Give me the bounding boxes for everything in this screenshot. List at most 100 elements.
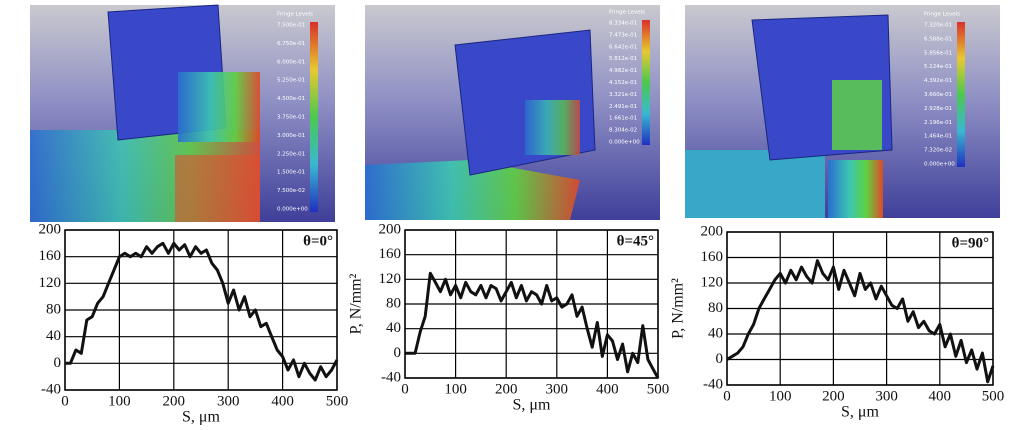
colorbar xyxy=(957,22,965,167)
simulation-image-1 xyxy=(30,4,335,222)
colorbar-level: 0.000e+00 xyxy=(277,207,308,213)
colorbar-level: 6.588e-01 xyxy=(924,36,952,42)
data-line xyxy=(405,271,660,379)
simulation-image-2 xyxy=(365,5,660,220)
x-axis-label: S, μm xyxy=(182,409,220,426)
colorbar-level: 8.334e-01 xyxy=(609,21,637,27)
x-tick-label: 0 xyxy=(723,388,731,404)
colorbar-level: 5.250e-01 xyxy=(277,78,305,84)
colorbar-level: 4.152e-01 xyxy=(609,80,637,86)
annotation: θ=90° xyxy=(952,235,989,251)
x-tick-label: 300 xyxy=(546,381,569,397)
y-tick-label: 40 xyxy=(46,328,61,344)
colorbar-level: 5.124e-01 xyxy=(924,64,952,70)
colorbar-level: 1.464e-01 xyxy=(924,134,952,140)
x-tick-label: 400 xyxy=(596,381,619,397)
x-axis-label: S, μm xyxy=(841,404,879,421)
x-tick-label: 100 xyxy=(108,393,131,409)
x-tick-label: 500 xyxy=(647,381,670,397)
x-tick-label: 500 xyxy=(326,393,349,409)
colorbar-level: 4.982e-01 xyxy=(609,68,637,74)
colorbar-title: Fringe Levels xyxy=(277,12,313,18)
colorbar-title: Fringe Levels xyxy=(609,10,645,16)
y-tick-label: 0 xyxy=(54,355,62,371)
x-tick-label: 200 xyxy=(822,388,845,404)
colorbar-level: 6.642e-01 xyxy=(609,44,637,50)
x-tick-label: 400 xyxy=(271,393,294,409)
colorbar-level: 2.250e-01 xyxy=(277,151,305,157)
data-line xyxy=(726,259,995,384)
colorbar-level: 6.750e-01 xyxy=(277,41,305,47)
simulation-image-3 xyxy=(685,5,1000,218)
annotation-box xyxy=(300,232,336,251)
data-line xyxy=(65,241,339,382)
x-tick-label: 200 xyxy=(163,393,186,409)
y-tick-label: 40 xyxy=(708,325,723,341)
colorbar-level: 4.392e-01 xyxy=(924,78,952,84)
y-tick-label: 80 xyxy=(46,301,61,317)
colorbar-level: 0.000e+00 xyxy=(609,140,640,146)
x-tick-label: 100 xyxy=(444,381,467,397)
y-tick-label: 80 xyxy=(708,300,723,316)
annotation-box xyxy=(613,232,657,251)
x-tick-label: 500 xyxy=(982,388,1005,404)
colorbar-level: 4.500e-01 xyxy=(277,96,305,102)
colorbar-level: 3.321e-01 xyxy=(609,92,637,98)
y-tick-label: 200 xyxy=(701,223,724,239)
x-tick-label: 100 xyxy=(769,388,792,404)
colorbar-level: 1.500e-01 xyxy=(277,170,305,176)
y-tick-label: 0 xyxy=(394,345,402,361)
plot-frame xyxy=(404,229,659,379)
colorbar-title: Fringe Levels xyxy=(924,12,960,18)
y-axis-label: P, N/mm² xyxy=(670,278,687,339)
x-tick-label: 0 xyxy=(61,393,69,409)
y-tick-label: 120 xyxy=(701,274,724,290)
colorbar xyxy=(642,20,650,145)
y-tick-label: -40 xyxy=(381,369,401,385)
colorbar-level: 7.320e-01 xyxy=(924,23,952,29)
y-tick-label: 40 xyxy=(386,320,401,336)
x-tick-label: 400 xyxy=(929,388,952,404)
colorbar-level: 1.661e-01 xyxy=(609,116,637,122)
colorbar-level: 8.304e-02 xyxy=(609,128,637,134)
annotation: θ=0° xyxy=(303,233,333,249)
y-tick-label: 80 xyxy=(386,295,401,311)
y-tick-label: 200 xyxy=(39,221,62,237)
annotation-box xyxy=(948,234,992,253)
x-tick-label: 300 xyxy=(217,393,240,409)
x-tick-label: 300 xyxy=(875,388,898,404)
annotation: θ=45° xyxy=(617,233,654,249)
y-tick-label: 160 xyxy=(379,246,402,262)
y-tick-label: 160 xyxy=(701,249,724,265)
colorbar-level: 2.491e-01 xyxy=(609,104,637,110)
x-tick-label: 200 xyxy=(495,381,518,397)
x-tick-label: 0 xyxy=(401,381,409,397)
colorbar-level: 7.500e-01 xyxy=(277,23,305,29)
colorbar-level: 7.320e-02 xyxy=(924,148,952,154)
y-tick-label: 0 xyxy=(716,351,724,367)
colorbar-level: 7.500e-02 xyxy=(277,188,305,194)
colorbar-level: 2.196e-01 xyxy=(924,120,952,126)
colorbar-level: 5.812e-01 xyxy=(609,56,637,62)
colorbar-level: 3.660e-01 xyxy=(924,92,952,98)
colorbar-level: 5.856e-01 xyxy=(924,50,952,56)
y-tick-label: 200 xyxy=(379,221,402,237)
colorbar-level: 3.750e-01 xyxy=(277,115,305,121)
plot-frame xyxy=(726,231,994,386)
y-tick-label: 120 xyxy=(379,271,402,287)
colorbar xyxy=(310,22,318,212)
colorbar-level: 0.000e+00 xyxy=(924,162,955,168)
x-axis-label: S, μm xyxy=(513,397,551,414)
colorbar-level: 3.000e-01 xyxy=(277,133,305,139)
colorbar-level: 6.000e-01 xyxy=(277,59,305,65)
y-tick-label: 160 xyxy=(39,248,62,264)
y-tick-label: -40 xyxy=(41,381,61,397)
plot-frame xyxy=(64,229,338,391)
colorbar-level: 2.928e-01 xyxy=(924,106,952,112)
colorbar-level: 7.473e-01 xyxy=(609,32,637,38)
y-axis-label: P, N/mm² xyxy=(348,273,365,334)
y-tick-label: 120 xyxy=(39,275,62,291)
y-tick-label: -40 xyxy=(703,376,723,392)
